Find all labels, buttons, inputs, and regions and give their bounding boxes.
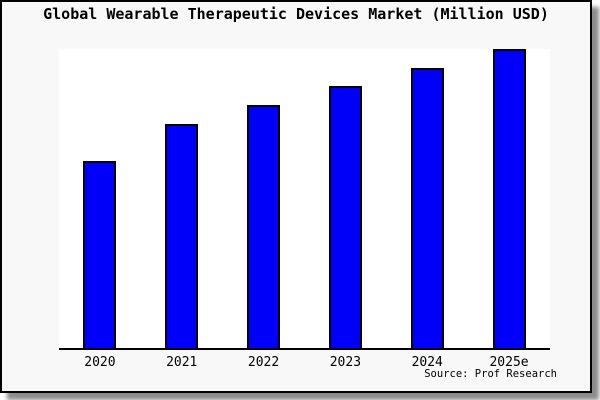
bar-series xyxy=(59,49,550,350)
x-axis-line xyxy=(59,348,550,350)
x-tick-label-2021: 2021 xyxy=(166,355,198,370)
x-tick-label-2024: 2024 xyxy=(411,355,443,370)
bar-2024 xyxy=(410,68,444,350)
bar-cell-2022 xyxy=(223,49,305,350)
bar-cell-2020 xyxy=(59,49,141,350)
bar-cell-2023 xyxy=(304,49,386,350)
x-tick-label-2022: 2022 xyxy=(247,355,280,370)
source-credit: Source: Prof Research xyxy=(424,368,557,380)
x-tick-label-2025e: 2025e xyxy=(489,355,529,370)
bar-cell-2024 xyxy=(386,49,468,350)
bar-2022 xyxy=(247,105,281,350)
bar-2025e xyxy=(492,49,526,350)
x-tick-label-2020: 2020 xyxy=(84,355,116,370)
bar-cell-2021 xyxy=(141,49,223,350)
bar-2020 xyxy=(83,161,117,350)
chart-figure: Global Wearable Therapeutic Devices Mark… xyxy=(0,0,592,393)
bar-cell-2025e xyxy=(468,49,550,350)
plot-area xyxy=(59,49,550,350)
bar-2021 xyxy=(165,124,199,350)
x-tick-row: 2020 2021 2022 2023 2024 2025e xyxy=(59,355,550,370)
chart-title: Global Wearable Therapeutic Devices Mark… xyxy=(43,5,549,23)
x-tick-label-2023: 2023 xyxy=(329,355,362,370)
bar-2023 xyxy=(328,86,362,350)
